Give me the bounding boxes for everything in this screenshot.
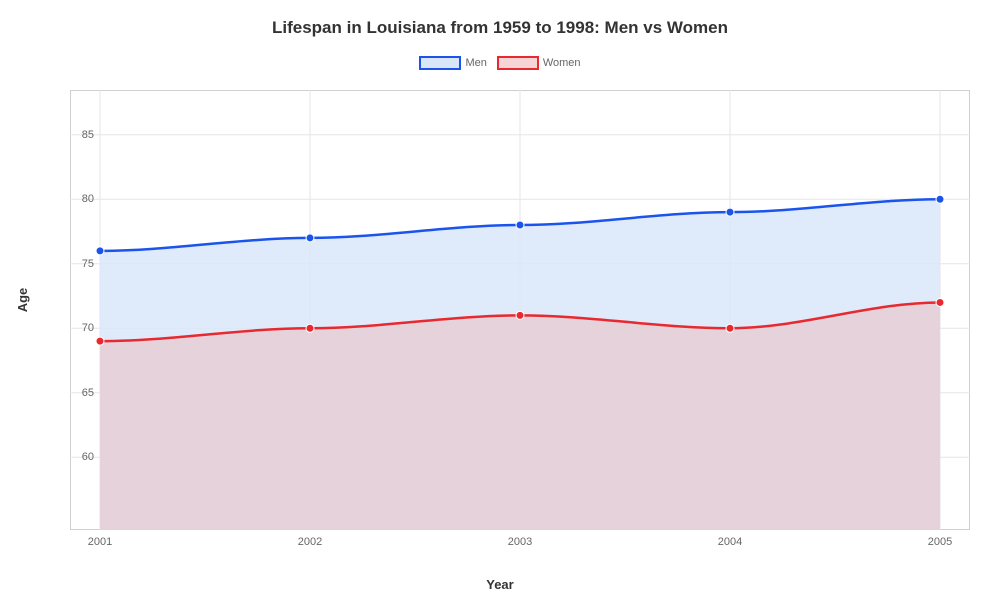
chart-container: Lifespan in Louisiana from 1959 to 1998:… xyxy=(0,0,1000,600)
x-tick-label: 2001 xyxy=(88,536,112,548)
x-tick-label: 2003 xyxy=(508,536,532,548)
y-tick-label: 80 xyxy=(82,193,94,205)
legend-item-men: Men xyxy=(419,56,486,70)
legend-label-women: Women xyxy=(543,57,581,69)
x-tick-label: 2004 xyxy=(718,536,742,548)
y-tick-label: 85 xyxy=(82,129,94,141)
y-tick-label: 60 xyxy=(82,451,94,463)
legend-swatch-women xyxy=(497,56,539,70)
y-tick-label: 65 xyxy=(82,387,94,399)
legend-item-women: Women xyxy=(497,56,581,70)
plot-area xyxy=(70,90,970,530)
legend-label-men: Men xyxy=(465,57,486,69)
x-axis-label: Year xyxy=(0,577,1000,592)
chart-title: Lifespan in Louisiana from 1959 to 1998:… xyxy=(0,18,1000,38)
y-tick-label: 70 xyxy=(82,322,94,334)
chart-svg xyxy=(70,90,970,530)
x-tick-label: 2002 xyxy=(298,536,322,548)
y-tick-label: 75 xyxy=(82,258,94,270)
legend-swatch-men xyxy=(419,56,461,70)
y-axis-label: Age xyxy=(15,288,30,313)
x-tick-label: 2005 xyxy=(928,536,952,548)
legend: Men Women xyxy=(0,56,1000,70)
